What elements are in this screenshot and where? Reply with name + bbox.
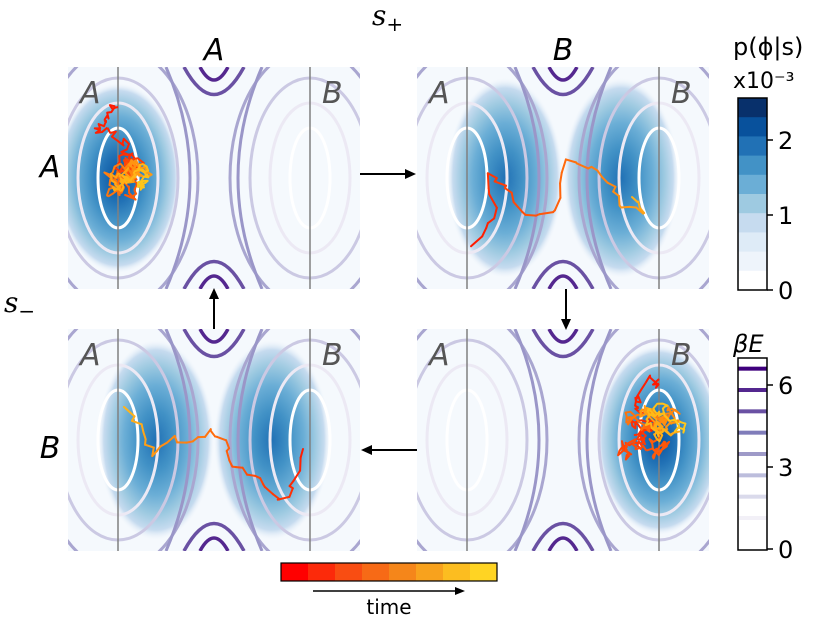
trajectory-segment <box>247 475 255 476</box>
panel-region-label-A: A <box>78 338 101 373</box>
colorbar-p-swatch <box>738 252 767 272</box>
arrow-up <box>209 288 219 329</box>
column-header-A: A <box>202 33 225 68</box>
arrow-left <box>361 445 417 455</box>
colorbar-p-swatch <box>738 175 767 195</box>
trajectory-segment <box>629 207 636 208</box>
colorbar-e-level <box>738 495 767 499</box>
time-swatch <box>308 563 336 581</box>
time-swatch <box>281 563 309 581</box>
row-header-B: B <box>40 431 61 466</box>
panel-region-label-B: B <box>322 76 343 111</box>
colorbar-e-tick-6: 6 <box>778 372 793 400</box>
arrow-down <box>561 289 571 330</box>
colorbar-e-tick-0: 0 <box>778 536 793 564</box>
colorbar-e-title: βE <box>732 330 764 358</box>
colorbar-e-level <box>738 537 767 541</box>
colorbar-p-multiplier: x10⁻³ <box>733 69 794 94</box>
panel-region-label-B: B <box>671 338 692 373</box>
colorbar-p-tick-2: 2 <box>778 127 793 155</box>
panel-region-label-A: A <box>78 76 101 111</box>
panel-region-label-B: B <box>671 76 692 111</box>
top-state-label: s+ <box>372 0 403 36</box>
time-swatch <box>389 563 417 581</box>
time-arrow-head <box>455 587 465 595</box>
colorbar-p-swatch <box>738 194 767 214</box>
colorbar-e-level <box>738 452 767 456</box>
colorbar-p-swatch <box>738 136 767 156</box>
time-swatch <box>362 563 390 581</box>
colorbar-p-swatch <box>738 156 767 176</box>
colorbar-e-swatches <box>738 358 767 550</box>
time-swatch <box>335 563 363 581</box>
trajectory-segment <box>300 458 301 471</box>
colorbar-p-swatches <box>738 98 767 291</box>
colorbar-e-tick-3: 3 <box>778 454 793 482</box>
colorbar-p-tick-1: 1 <box>778 202 793 230</box>
time-colorbar: time <box>281 563 498 619</box>
time-swatch <box>443 563 471 581</box>
panel-region-label-A: A <box>427 338 450 373</box>
trajectory-segment <box>619 196 620 205</box>
row-header-A: A <box>38 150 61 185</box>
colorbar-e-level <box>738 367 767 371</box>
colorbar-e-level <box>738 409 767 413</box>
colorbar-e-level <box>738 431 767 435</box>
column-header-B: B <box>553 33 574 68</box>
colorbar-p-swatch <box>738 98 767 118</box>
colorbar-p-title: p(ϕ|s) <box>733 33 803 61</box>
colorbar-energy: βE 0 3 6 <box>732 330 793 564</box>
colorbar-e-level <box>738 473 767 477</box>
left-state-label: s− <box>4 286 35 323</box>
time-swatch <box>416 563 444 581</box>
time-swatch <box>470 563 498 581</box>
trajectory-segment <box>525 215 535 216</box>
panel-region-label-A: A <box>427 76 450 111</box>
colorbar-p-swatch <box>738 271 767 291</box>
panel-region-label-B: B <box>322 338 343 373</box>
colorbar-e-level <box>738 388 767 392</box>
colorbar-p-swatch <box>738 213 767 233</box>
arrow-right <box>360 169 416 179</box>
trajectory-segment <box>488 173 489 188</box>
trajectory-segment <box>621 207 629 208</box>
colorbar-p-tick-0: 0 <box>778 277 793 305</box>
time-label: time <box>366 595 411 619</box>
colorbar-p-swatch <box>738 232 767 252</box>
time-swatches <box>281 563 498 581</box>
colorbar-p-swatch <box>738 117 767 137</box>
colorbar-e-level <box>738 516 767 520</box>
colorbar-probability: p(ϕ|s) x10⁻³ 0 1 2 <box>733 33 803 305</box>
